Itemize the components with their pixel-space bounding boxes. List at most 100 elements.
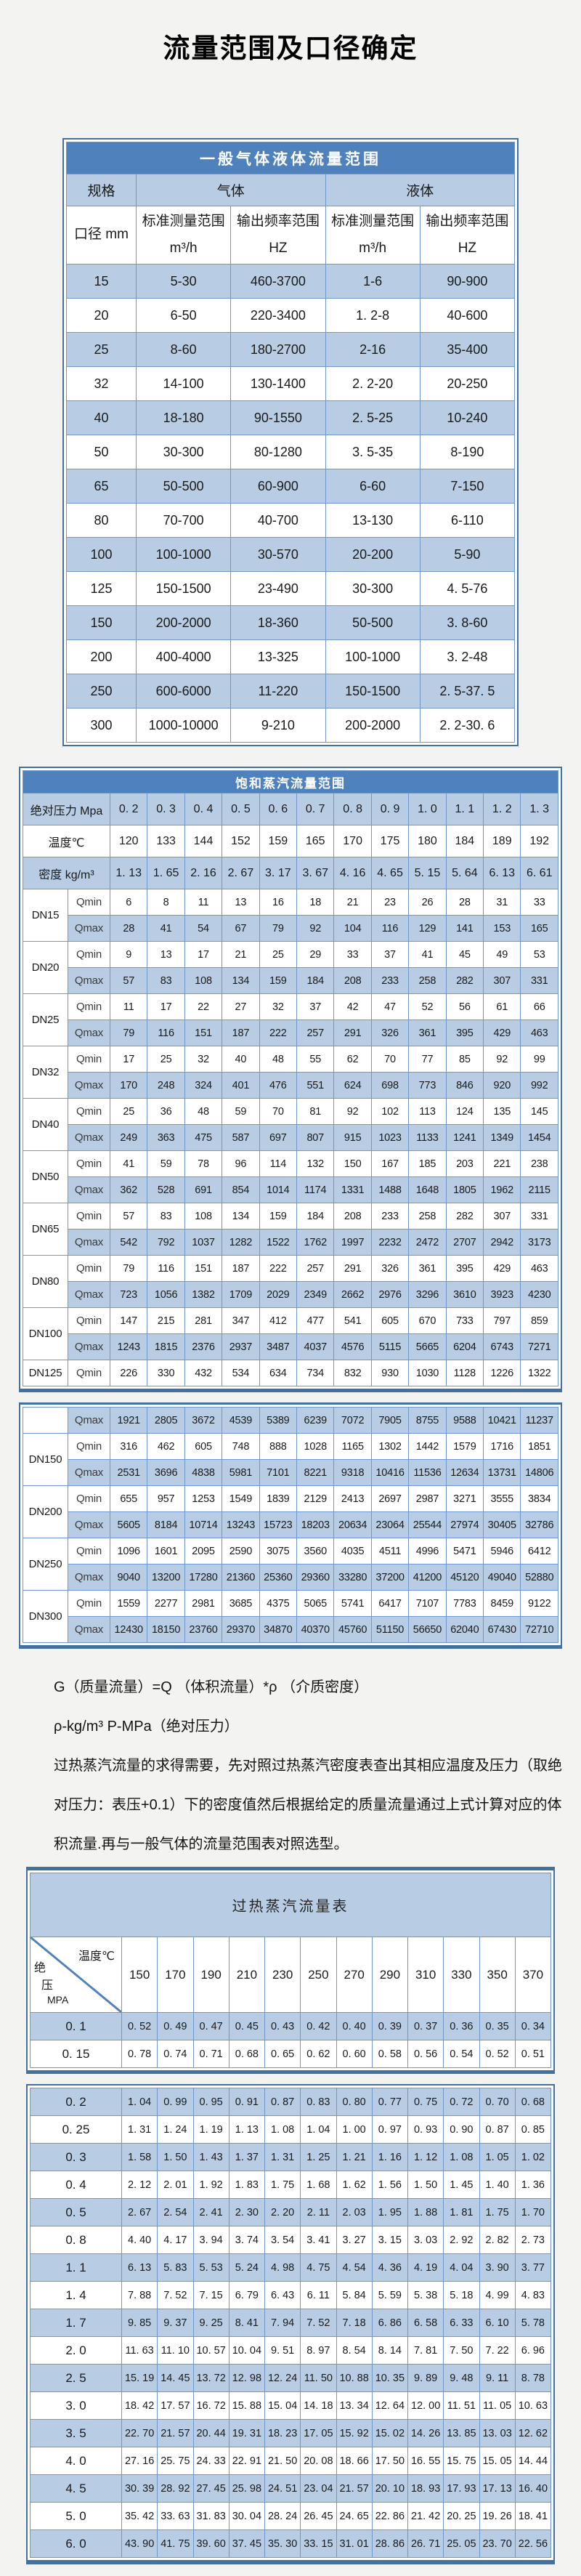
flow-value-cell: 29 bbox=[296, 941, 335, 968]
dn-row: Qmax 12430 18150 23760 29370 34870 40370 45760 5… bbox=[23, 1616, 558, 1643]
flow-value-cell: 23 bbox=[370, 889, 410, 916]
dn-label bbox=[23, 1407, 68, 1434]
flow-value-cell: 807 bbox=[296, 1124, 335, 1151]
flow-value-cell: 129 bbox=[408, 915, 447, 942]
density-value-cell: 0. 74 bbox=[157, 2040, 194, 2068]
flow-value-cell: 670 bbox=[408, 1307, 447, 1334]
qmax-label: Qmax bbox=[68, 1124, 110, 1151]
flow-value-cell: 56 bbox=[445, 993, 484, 1020]
qmax-label: Qmax bbox=[68, 1072, 110, 1099]
diagonal-divider bbox=[31, 1937, 121, 2012]
flow-value-cell: 1253 bbox=[184, 1485, 223, 1512]
diameter-cell: 200 bbox=[66, 639, 137, 674]
density-value-cell: 17. 13 bbox=[479, 2474, 516, 2503]
flow-value-cell: 634 bbox=[259, 1360, 298, 1386]
flow-value-cell: 5741 bbox=[333, 1590, 372, 1617]
qmin-label: Qmin bbox=[68, 1485, 110, 1512]
flow-value-cell: 79 bbox=[109, 1020, 148, 1046]
flow-value-cell: 215 bbox=[147, 1307, 185, 1334]
pressure-flow-row: 0. 1 0. 52 0. 49 0. 47 0. 45 0. 43 0. 42 0. 40 0… bbox=[30, 2012, 552, 2040]
density-value-cell: 7. 81 bbox=[407, 2336, 444, 2365]
density-value-cell: 33. 63 bbox=[157, 2502, 194, 2530]
qmin-label: Qmin bbox=[68, 1098, 110, 1125]
flow-value-cell: 3075 bbox=[259, 1538, 298, 1564]
flow-value-cell: 34870 bbox=[259, 1616, 298, 1643]
saturated-steam-table-continued: Qmax 1921 2805 3672 4539 5389 6239 7072 7905 8755… bbox=[19, 1402, 562, 1649]
qmax-label: Qmax bbox=[68, 1333, 110, 1360]
density-value-cell: 23. 04 bbox=[300, 2474, 337, 2503]
dn-label: DN80 bbox=[23, 1255, 68, 1308]
flow-value-cell: 2277 bbox=[147, 1590, 185, 1617]
dn-row: DN32 Qmin 17 25 32 40 48 55 62 70 77 85 92 99 bbox=[23, 1046, 558, 1099]
flow-value-cell: 1522 bbox=[259, 1229, 298, 1256]
gas-liquid-group-header-row: 规格 气体 液体 bbox=[66, 174, 515, 206]
flow-value-cell: 1030 bbox=[408, 1360, 447, 1386]
flow-value-cell: 1762 bbox=[296, 1229, 335, 1256]
flow-value-cell: 1028 bbox=[296, 1433, 335, 1460]
pressure-cell: 1. 2 bbox=[483, 793, 521, 825]
corner-header-cell: 温度℃ 绝 压 MPA bbox=[30, 1937, 122, 2013]
density-value-cell: 0. 37 bbox=[407, 2012, 444, 2040]
flow-value-cell: 331 bbox=[520, 967, 558, 994]
flow-value-cell: 1716 bbox=[483, 1433, 521, 1460]
flow-value-cell: 147 bbox=[109, 1307, 148, 1334]
superheated-body-1: 0. 1 0. 52 0. 49 0. 47 0. 45 0. 43 0. 42 0. 40 0… bbox=[30, 2012, 552, 2068]
header-gas-range: 标准测量范围 m³/h bbox=[135, 206, 232, 265]
density-cell: 6. 61 bbox=[520, 857, 558, 889]
flow-value-cell: 18203 bbox=[296, 1511, 335, 1538]
flow-value-cell: 170 bbox=[109, 1072, 148, 1099]
flow-value-cell: 25544 bbox=[408, 1511, 447, 1538]
density-value-cell: 6. 43 bbox=[264, 2281, 301, 2309]
flow-value-cell: 854 bbox=[222, 1176, 260, 1203]
flow-value-cell: 324 bbox=[184, 1072, 223, 1099]
density-value-cell: 10. 57 bbox=[192, 2336, 229, 2365]
flow-value-cell: 6 bbox=[109, 889, 148, 916]
flow-value-cell: 37 bbox=[296, 993, 335, 1020]
density-value-cell: 0. 95 bbox=[192, 2088, 229, 2116]
density-value-cell: 3. 15 bbox=[371, 2226, 409, 2254]
flow-value-cell: 1174 bbox=[296, 1176, 335, 1203]
flow-value-cell: 9 bbox=[109, 941, 148, 968]
flow-value-cell: 1331 bbox=[333, 1176, 372, 1203]
flow-value-cell: 67 bbox=[222, 915, 260, 942]
temp-header-cell: 190 bbox=[192, 1937, 229, 2013]
dn-label: DN40 bbox=[23, 1098, 68, 1151]
flow-value-cell: 18 bbox=[296, 889, 335, 916]
density-value-cell: 19. 26 bbox=[479, 2502, 516, 2530]
flow-value-cell: 135 bbox=[483, 1098, 521, 1125]
flow-value-cell: 9040 bbox=[109, 1564, 148, 1591]
corner-temp-label: 温度℃ bbox=[78, 1950, 115, 1963]
flow-value-cell: 1997 bbox=[333, 1229, 372, 1256]
flow-value-cell: 62 bbox=[333, 1046, 372, 1073]
flow-value-cell: 3685 bbox=[222, 1590, 260, 1617]
flow-value-cell: 81 bbox=[296, 1098, 335, 1125]
flow-value-cell: 5065 bbox=[296, 1590, 335, 1617]
density-value-cell: 6. 79 bbox=[228, 2281, 266, 2309]
range-cell: 30-300 bbox=[325, 571, 420, 606]
flow-value-cell: 102 bbox=[370, 1098, 410, 1125]
flow-value-cell: 920 bbox=[483, 1072, 521, 1099]
diameter-cell: 50 bbox=[66, 435, 137, 469]
flow-value-cell: 28 bbox=[109, 915, 148, 942]
flow-value-cell: 429 bbox=[483, 1020, 521, 1046]
flow-value-cell: 222 bbox=[259, 1020, 298, 1046]
flow-value-cell: 1488 bbox=[370, 1176, 410, 1203]
flow-value-cell: 476 bbox=[259, 1072, 298, 1099]
flow-value-cell: 541 bbox=[333, 1307, 372, 1334]
flow-value-cell: 1839 bbox=[259, 1485, 298, 1512]
dn-row: Qmax 79 116 151 187 222 257 291 326 361 395 429 463 bbox=[23, 1020, 558, 1046]
flow-value-cell: 13 bbox=[222, 889, 260, 916]
range-cell: 400-4000 bbox=[135, 639, 232, 674]
density-value-cell: 0. 68 bbox=[228, 2040, 266, 2068]
flow-value-cell: 2981 bbox=[184, 1590, 223, 1617]
density-value-cell: 13. 85 bbox=[443, 2419, 480, 2447]
pressure-flow-row: 0. 4 2. 12 2. 01 1. 92 1. 83 1. 75 1. 68 1. 62 1… bbox=[30, 2171, 552, 2199]
density-value-cell: 0. 80 bbox=[336, 2088, 373, 2116]
flow-value-cell: 10421 bbox=[483, 1407, 521, 1434]
flow-value-cell: 3173 bbox=[520, 1229, 558, 1256]
density-value-cell: 13. 72 bbox=[192, 2364, 229, 2392]
flow-value-cell: 7783 bbox=[445, 1590, 484, 1617]
density-value-cell: 14. 18 bbox=[300, 2391, 337, 2420]
range-cell: 6-60 bbox=[325, 469, 420, 504]
